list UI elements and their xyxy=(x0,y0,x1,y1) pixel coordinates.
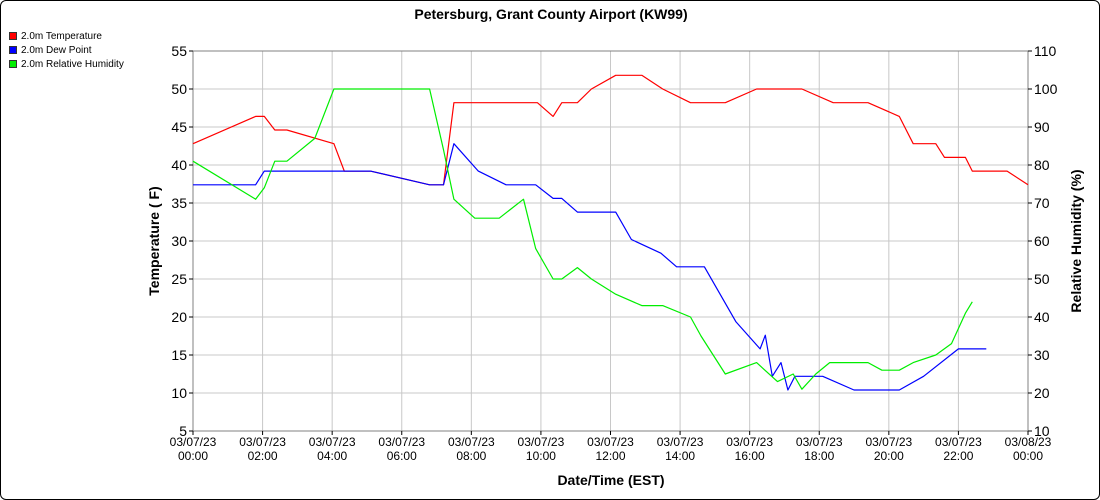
left-axis-ticks: 5 10 15 20 25 30 35 40 45 50 55 xyxy=(171,43,193,439)
left-tick-label: 30 xyxy=(171,233,187,249)
x-tick-time-label: 14:00 xyxy=(665,449,695,463)
x-tick-time-label: 00:00 xyxy=(1013,449,1043,463)
left-tick-label: 55 xyxy=(171,43,187,59)
y-axis-right-label: Relative Humidity (%) xyxy=(1068,169,1084,312)
x-tick-time-label: 12:00 xyxy=(595,449,625,463)
relative-humidity-line xyxy=(192,88,973,390)
left-tick-label: 45 xyxy=(171,119,187,135)
left-tick-label: 15 xyxy=(171,347,187,363)
x-tick-date-label: 03/07/23 xyxy=(726,435,773,449)
x-tick-time-label: 10:00 xyxy=(526,449,556,463)
left-tick-label: 35 xyxy=(171,195,187,211)
right-tick-label: 50 xyxy=(1034,271,1050,287)
x-axis-label: Date/Time (EST) xyxy=(557,472,664,488)
left-tick-label: 40 xyxy=(171,157,187,173)
legend-item-dew-point: 2.0m Dew Point xyxy=(9,43,124,57)
x-tick-date-label: 03/07/23 xyxy=(239,435,286,449)
x-tick-time-label: 16:00 xyxy=(735,449,765,463)
x-axis-ticks: 03/07/2300:0003/07/2302:0003/07/2304:000… xyxy=(170,431,1052,463)
x-tick-time-label: 02:00 xyxy=(248,449,278,463)
x-tick-date-label: 03/08/23 xyxy=(1005,435,1052,449)
right-tick-label: 70 xyxy=(1034,195,1050,211)
right-tick-label: 60 xyxy=(1034,233,1050,249)
grid xyxy=(192,50,1029,432)
x-tick-time-label: 06:00 xyxy=(387,449,417,463)
right-tick-label: 80 xyxy=(1034,157,1050,173)
x-tick-time-label: 04:00 xyxy=(317,449,347,463)
x-tick-date-label: 03/07/23 xyxy=(378,435,425,449)
legend-swatch-dew-point xyxy=(9,46,17,54)
left-tick-label: 10 xyxy=(171,385,187,401)
legend-swatch-temperature xyxy=(9,32,17,40)
right-tick-label: 30 xyxy=(1034,347,1050,363)
right-tick-label: 90 xyxy=(1034,119,1050,135)
chart-title: Petersburg, Grant County Airport (KW99) xyxy=(414,6,687,22)
legend-label-temperature: 2.0m Temperature xyxy=(21,30,102,42)
legend-label-dew-point: 2.0m Dew Point xyxy=(21,44,92,56)
right-tick-label: 20 xyxy=(1034,385,1050,401)
x-tick-date-label: 03/07/23 xyxy=(170,435,217,449)
x-tick-time-label: 00:00 xyxy=(178,449,208,463)
x-tick-date-label: 03/07/23 xyxy=(309,435,356,449)
x-tick-time-label: 22:00 xyxy=(943,449,973,463)
x-tick-date-label: 03/07/23 xyxy=(865,435,912,449)
series-lines xyxy=(192,74,1029,391)
left-tick-label: 20 xyxy=(171,309,187,325)
right-axis-ticks: 10 20 30 40 50 60 70 80 90 100 110 xyxy=(1028,43,1058,439)
legend-swatch-relative-humidity xyxy=(9,60,17,68)
right-tick-label: 10 xyxy=(1034,423,1050,439)
y-axis-left-label: Temperature ( F) xyxy=(146,186,162,295)
left-tick-label: 25 xyxy=(171,271,187,287)
right-tick-label: 110 xyxy=(1034,43,1057,59)
x-tick-date-label: 03/07/23 xyxy=(657,435,704,449)
x-tick-time-label: 20:00 xyxy=(874,449,904,463)
legend-item-temperature: 2.0m Temperature xyxy=(9,29,124,43)
x-tick-date-label: 03/07/23 xyxy=(587,435,634,449)
left-tick-label: 50 xyxy=(171,81,187,97)
x-tick-date-label: 03/07/23 xyxy=(448,435,495,449)
x-tick-date-label: 03/07/23 xyxy=(796,435,843,449)
x-tick-date-label: 03/07/23 xyxy=(935,435,982,449)
legend: 2.0m Temperature 2.0m Dew Point 2.0m Rel… xyxy=(9,29,124,71)
dew-point-line xyxy=(193,143,987,391)
x-tick-time-label: 18:00 xyxy=(804,449,834,463)
legend-item-relative-humidity: 2.0m Relative Humidity xyxy=(9,57,124,71)
legend-label-relative-humidity: 2.0m Relative Humidity xyxy=(21,58,124,70)
x-tick-date-label: 03/07/23 xyxy=(518,435,565,449)
right-tick-label: 40 xyxy=(1034,309,1050,325)
x-tick-time-label: 08:00 xyxy=(456,449,486,463)
left-tick-label: 5 xyxy=(179,423,187,439)
right-tick-label: 100 xyxy=(1034,81,1058,97)
